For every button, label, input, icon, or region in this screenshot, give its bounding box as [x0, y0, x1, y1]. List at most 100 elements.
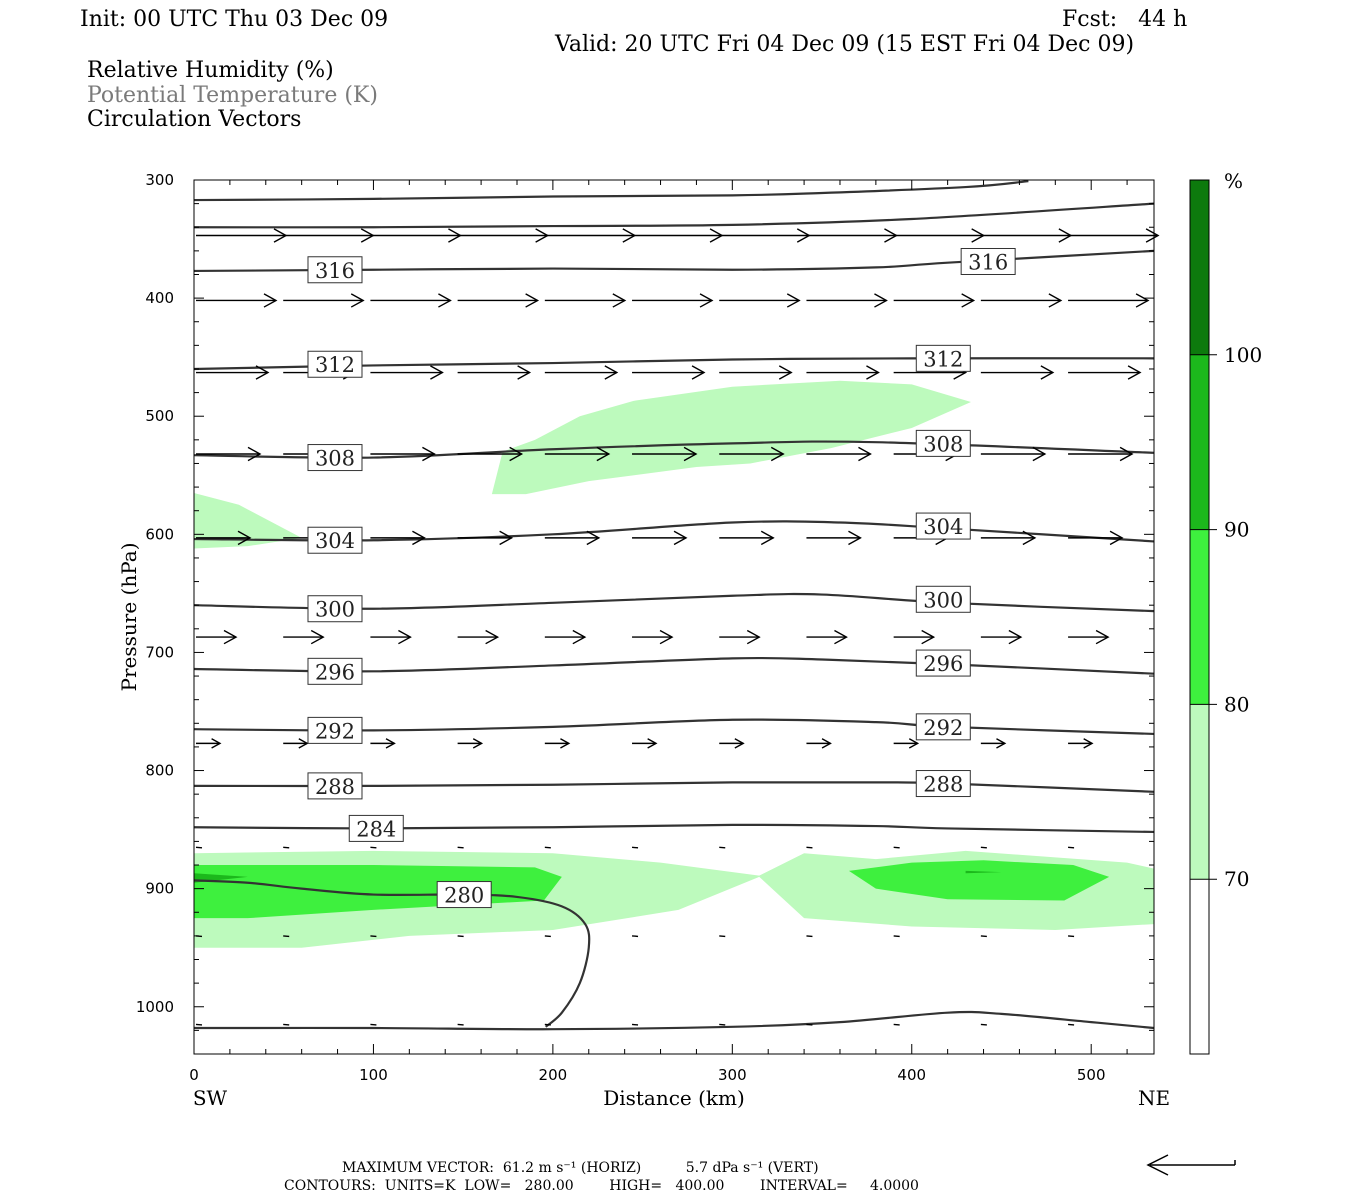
contour-label-box	[307, 350, 363, 378]
wind-vector-head	[298, 738, 309, 749]
wind-vector-head	[1032, 446, 1047, 462]
wind-vector-head	[691, 365, 706, 380]
wind-vector-head	[1040, 365, 1055, 380]
wind-vector	[719, 846, 726, 849]
wind-vector	[980, 935, 987, 938]
wind-vector-head	[604, 365, 619, 380]
contour-label: 312	[923, 347, 963, 371]
wind-vector	[283, 1023, 290, 1026]
wind-vector-head	[223, 629, 238, 645]
wind-vector	[806, 1023, 813, 1026]
wind-vector-head	[255, 365, 270, 380]
contour-label-box	[915, 429, 971, 457]
theta-contour-284	[193, 823, 1155, 834]
wind-vector-head	[786, 293, 801, 308]
x-tick-label: 300	[718, 1066, 747, 1084]
wind-vector	[544, 1023, 551, 1026]
x-end-left: SW	[193, 1086, 228, 1110]
wind-vector-head	[385, 738, 396, 749]
y-axis-title: Pressure (hPa)	[117, 543, 141, 692]
contour-label: 284	[356, 817, 396, 841]
contour-labels: 316 316 312 312 308 308 304 304 300 300 296 296 292 2…	[307, 247, 1016, 909]
contour-label-box	[436, 881, 492, 909]
axes: 0 100 200 300 400 500 300 400 500 600 700 800 900 100…	[136, 171, 1154, 1084]
plot-frame	[193, 179, 1155, 1055]
wind-vector-head	[908, 738, 920, 749]
footer-max-vector: MAXIMUM VECTOR: 61.2 m s⁻¹ (HORIZ) 5.7 d…	[342, 1160, 819, 1176]
legend-theta: Potential Temperature (K)	[87, 83, 378, 108]
wind-vector-head	[398, 629, 412, 645]
wind-vector-head	[247, 446, 262, 462]
wind-vector	[283, 846, 290, 849]
contour-label: 316	[315, 259, 355, 283]
rh-shading	[194, 380, 1154, 948]
wind-vector-head	[211, 738, 222, 749]
colorbar-label: 80	[1224, 692, 1249, 716]
legend-vectors: Circulation Vectors	[87, 107, 301, 132]
wind-vector-head	[1135, 293, 1150, 308]
y-tick-label: 500	[145, 407, 174, 425]
reference-vector	[1146, 1154, 1236, 1176]
wind-vector-head	[1048, 293, 1063, 308]
contour-label: 304	[315, 529, 355, 553]
colorbar-label: 100	[1224, 343, 1262, 367]
wind-vector	[283, 935, 290, 938]
y-tick-label: 600	[145, 525, 174, 543]
wind-vector-head	[310, 629, 325, 645]
contour-label-box	[307, 595, 363, 623]
wind-vector	[631, 846, 639, 849]
wind-vector-head	[659, 629, 674, 645]
y-tick-label: 700	[145, 643, 174, 661]
wind-vector-head	[699, 293, 714, 308]
contour-label: 308	[923, 432, 963, 456]
rh-region-90	[965, 870, 1002, 874]
x-tick-label: 0	[189, 1066, 199, 1084]
wind-vector-head	[517, 365, 532, 380]
contour-label: 296	[315, 660, 355, 684]
init-time: Init: 00 UTC Thu 03 Dec 09	[80, 7, 388, 32]
wind-vector-head	[350, 293, 365, 308]
wind-vector-head	[778, 365, 793, 380]
forecast-hour: Fcst: 44 h	[1062, 7, 1187, 32]
wind-vector	[544, 846, 551, 849]
wind-vector-head	[858, 446, 872, 462]
wind-vector-head	[683, 446, 698, 462]
wind-vector-head	[586, 530, 601, 546]
wind-vector-head	[560, 738, 571, 749]
x-tick-label: 200	[539, 1066, 568, 1084]
y-tick-label: 800	[145, 762, 174, 780]
wind-vector-head	[485, 629, 500, 645]
wind-vector-head	[412, 530, 426, 546]
theta-contour-upper	[193, 180, 1029, 202]
contour-label: 292	[923, 716, 963, 740]
colorbar-frame	[1189, 179, 1210, 1055]
wind-vector	[195, 846, 203, 849]
contour-label-box	[915, 649, 971, 677]
colorbar-segment	[1190, 879, 1209, 1054]
contour-label-box	[915, 585, 971, 613]
x-end-right: NE	[1138, 1086, 1170, 1110]
legend-rh: Relative Humidity (%)	[87, 58, 334, 83]
wind-vector-head	[438, 293, 452, 308]
y-tick-label: 300	[145, 171, 174, 189]
contour-label: 288	[315, 775, 355, 799]
wind-vector-head	[746, 629, 761, 645]
contour-label-box	[915, 344, 971, 372]
wind-vector-head	[596, 446, 611, 462]
x-axis-title: Distance (km)	[603, 1086, 745, 1110]
wind-vector-head	[647, 738, 658, 749]
wind-vector-head	[572, 629, 587, 645]
contour-label: 296	[923, 652, 963, 676]
wind-vector	[631, 1023, 639, 1026]
wind-vector-head	[921, 629, 936, 645]
contour-label-box	[915, 770, 971, 798]
y-tick-label: 900	[145, 880, 174, 898]
wind-vector-head	[1109, 530, 1124, 546]
wind-vector	[806, 846, 813, 849]
contour-label: 292	[315, 719, 355, 743]
colorbar-label: 90	[1224, 518, 1249, 542]
wind-vector	[893, 846, 900, 849]
wind-vector-head	[760, 530, 775, 546]
wind-vector	[1068, 935, 1075, 938]
